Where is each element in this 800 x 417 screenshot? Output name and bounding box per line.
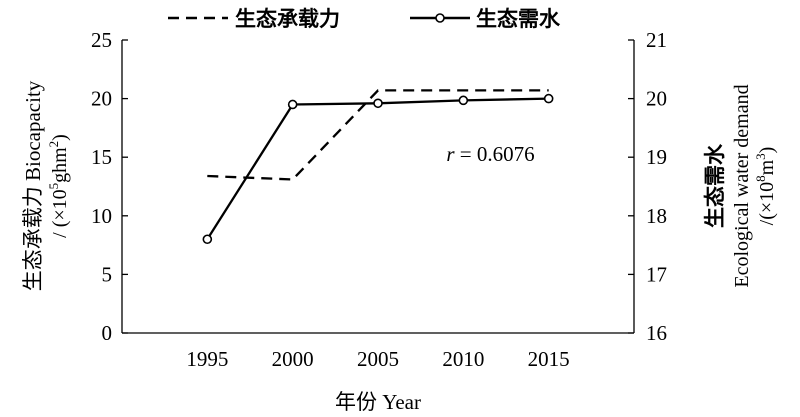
left-tick-label: 5 bbox=[102, 262, 113, 286]
left-y-label-prefix: / (×10 bbox=[49, 189, 71, 238]
x-axis-label: 年份 Year bbox=[335, 390, 421, 414]
x-tick-label: 2010 bbox=[442, 347, 484, 371]
annotation-r: r bbox=[446, 142, 455, 166]
left-y-label-mid: ghm bbox=[49, 147, 71, 183]
left-tick-label: 25 bbox=[91, 28, 112, 52]
left-y-label-sup1: 5 bbox=[46, 183, 61, 190]
left-tick-label: 20 bbox=[91, 87, 112, 111]
right-tick-label: 21 bbox=[646, 28, 667, 52]
x-tick-label: 2000 bbox=[272, 347, 314, 371]
x-tick-label: 2005 bbox=[357, 347, 399, 371]
correlation-annotation: r = 0.6076 bbox=[446, 142, 534, 166]
right-y-label-line1: 生态需水 bbox=[703, 143, 727, 228]
legend-label-series-1: 生态承载力 bbox=[235, 7, 340, 31]
left-tick-label: 0 bbox=[102, 321, 113, 345]
series-layer bbox=[202, 89, 554, 245]
right-tick-label: 16 bbox=[646, 321, 667, 345]
axes bbox=[121, 40, 635, 334]
right-ticks: 16 17 18 19 20 21 bbox=[628, 28, 667, 345]
right-tick-label: 17 bbox=[646, 262, 667, 286]
right-y-label-mid: m bbox=[756, 159, 778, 175]
annotation-value: = 0.6076 bbox=[455, 142, 535, 166]
legend: 生态承载力 生态需水 bbox=[168, 7, 561, 31]
series-2-point bbox=[287, 99, 298, 110]
left-y-label-line2: / (×105ghm2) bbox=[46, 134, 71, 238]
left-y-label-sup2: 2 bbox=[46, 141, 61, 148]
left-y-label-suffix: ) bbox=[49, 134, 71, 141]
left-y-label-line1: 生态承载力 Biocapacity bbox=[21, 80, 45, 291]
left-y-axis-label: 生态承载力 Biocapacity / (×105ghm2) bbox=[21, 80, 71, 291]
right-y-label-sup1: 8 bbox=[753, 175, 768, 182]
right-y-label-sup2: 3 bbox=[753, 153, 768, 160]
series-line-2 bbox=[206, 97, 549, 240]
right-y-label-line2: Ecological water demand bbox=[731, 84, 753, 287]
left-ticks: 0 5 10 15 20 25 bbox=[91, 28, 128, 345]
x-tick-label: 1995 bbox=[186, 347, 228, 371]
left-tick-label: 15 bbox=[91, 145, 112, 169]
right-tick-label: 18 bbox=[646, 204, 667, 228]
right-y-label-suffix: ) bbox=[756, 147, 778, 154]
series-2-point bbox=[543, 93, 554, 104]
right-y-label-line3: /(×108m3) bbox=[753, 147, 778, 226]
right-tick-label: 19 bbox=[646, 145, 667, 169]
series-2-point bbox=[202, 234, 213, 245]
x-ticks: 1995 2000 2005 2010 2015 bbox=[186, 347, 569, 371]
legend-label-series-2: 生态需水 bbox=[476, 7, 561, 31]
right-y-label-prefix: /(×10 bbox=[756, 182, 778, 226]
right-y-axis-label: 生态需水 Ecological water demand /(×108m3) bbox=[703, 84, 778, 287]
x-axis-label-text: 年份 Year bbox=[335, 390, 421, 414]
left-tick-label: 10 bbox=[91, 204, 112, 228]
x-tick-label: 2015 bbox=[528, 347, 570, 371]
legend-marker-icon bbox=[435, 13, 445, 23]
series-line-1 bbox=[207, 89, 549, 181]
series-2-point bbox=[373, 98, 383, 109]
right-tick-label: 20 bbox=[646, 87, 667, 111]
series-2-point bbox=[458, 95, 469, 106]
